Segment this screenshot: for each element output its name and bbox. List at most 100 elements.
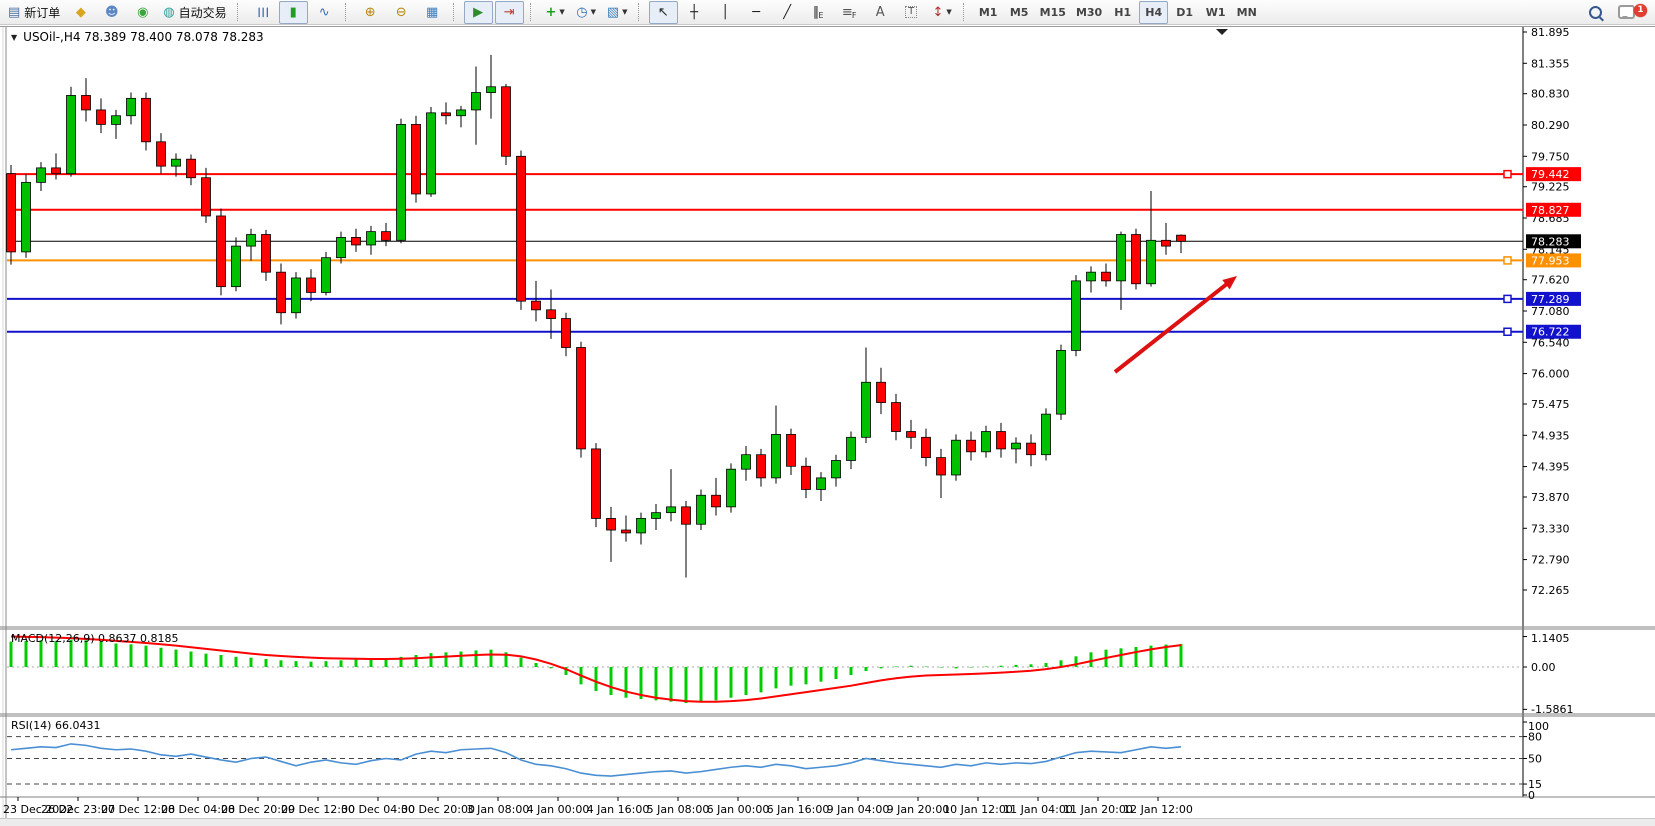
bar-chart-button[interactable]: ☰	[248, 1, 277, 24]
time-tick-label: 30 Dec 04:00	[341, 803, 415, 816]
price-tick-label: 77.620	[1531, 274, 1570, 287]
chart-shift-marker-icon[interactable]	[1216, 29, 1228, 35]
timeframe-d1-button[interactable]: D1	[1170, 1, 1199, 24]
time-tick-label: 28 Dec 04:00	[161, 803, 235, 816]
new-order-button[interactable]: ▤ 新订单	[4, 1, 64, 24]
dropdown-arrow-icon[interactable]: ▼	[622, 8, 628, 16]
line-chart-button[interactable]: ∿	[310, 1, 339, 24]
collapse-chart-icon[interactable]: ▼	[11, 32, 18, 42]
timeframe-h4-button[interactable]: H4	[1139, 0, 1169, 24]
text-label-button[interactable]: T	[897, 1, 926, 24]
channel-button[interactable]: ∥ E	[804, 1, 833, 24]
time-tick-label: 12 Jan 12:00	[1123, 803, 1193, 816]
auto-scroll-button[interactable]: ▶	[463, 0, 493, 24]
price-tick-label: 81.895	[1531, 26, 1570, 39]
macd-indicator-label: MACD(12,26,9) 0.8637 0.8185	[11, 632, 179, 645]
chart-canvas[interactable]: 81.89581.35580.83080.29079.75079.22578.6…	[0, 26, 1655, 826]
channel-sub-letter: E	[818, 11, 824, 20]
time-tick-label: 26 Dec 23:00	[41, 803, 115, 816]
rsi-scale-label: 50	[1528, 753, 1542, 766]
signals-icon: ◉	[137, 4, 149, 20]
signals-button[interactable]: ◉	[128, 1, 157, 24]
dropdown-arrow-icon[interactable]: ▼	[590, 8, 597, 16]
chart-title: ▼ USOil-,H4 78.389 78.400 78.078 78.283	[11, 30, 264, 44]
metaeditor-button[interactable]: ☻	[97, 1, 126, 24]
time-tick-label: 11 Jan 20:00	[1063, 803, 1133, 816]
periods-button[interactable]: ◷ ▼	[572, 1, 601, 24]
tile-windows-button[interactable]: ▦	[418, 1, 447, 24]
timeframe-m1-button[interactable]: M1	[974, 1, 1003, 24]
price-tag-label: 76.722	[1531, 326, 1570, 339]
price-tick-label: 72.790	[1531, 554, 1570, 567]
timeframe-m30-button[interactable]: M30	[1072, 1, 1106, 24]
price-tick-label: 74.395	[1531, 461, 1570, 474]
text-label-icon: T	[905, 6, 918, 18]
rsi-name: RSI(14)	[11, 719, 52, 732]
price-tick-label: 81.355	[1531, 57, 1570, 70]
trendline-icon: ╱	[783, 4, 792, 20]
macd-name: MACD(12,26,9)	[11, 632, 95, 645]
trend-arrow[interactable]	[1113, 276, 1237, 374]
horizontal-line-button[interactable]: ─	[742, 1, 771, 24]
fibonacci-button[interactable]: ≡ F	[835, 1, 864, 24]
chart-window: 81.895 81.355 80.830 80.290 79.750 79.225 78.6…	[0, 26, 1655, 826]
arrows-button[interactable]: ↕ ▼	[928, 1, 957, 24]
timeframe-mn-button[interactable]: MN	[1232, 1, 1261, 24]
time-tick-label: 10 Jan 12:00	[943, 803, 1013, 816]
timeframe-d1-button-label: D1	[1176, 5, 1194, 19]
timeframe-w1-button[interactable]: W1	[1201, 1, 1230, 24]
macd-values: 0.8637 0.8185	[98, 632, 179, 645]
charts-button[interactable]: ◆	[66, 1, 95, 24]
cursor-button[interactable]: ↖	[648, 0, 678, 24]
price-tag	[1526, 253, 1581, 268]
price-axis[interactable]: 81.89581.35580.83080.29079.75079.22578.6…	[1523, 26, 1570, 597]
arrows-icon: ↕	[932, 4, 944, 20]
timeframe-mn-button-label: MN	[1236, 5, 1257, 19]
trendline-button[interactable]: ╱	[773, 1, 802, 24]
templates-icon: ▧	[606, 4, 620, 20]
zoom-in-button[interactable]: ⊕	[356, 1, 385, 24]
candlestick-chart-button[interactable]: ▮	[278, 0, 308, 24]
search-button[interactable]	[1581, 1, 1610, 24]
notifications-button[interactable]: 1	[1612, 1, 1647, 24]
hline-handle[interactable]	[1503, 294, 1512, 304]
templates-button[interactable]: ▧ ▼	[603, 1, 632, 24]
dropdown-arrow-icon[interactable]: ▼	[946, 8, 952, 16]
toolbar-separator	[452, 3, 458, 21]
timeframe-m5-button[interactable]: M5	[1005, 1, 1034, 24]
dropdown-arrow-icon[interactable]: ▼	[559, 8, 565, 16]
autotrading-button[interactable]: ◍ 自动交易	[159, 1, 230, 24]
hline-handle[interactable]	[1503, 327, 1512, 336]
price-tick-label: 77.080	[1531, 305, 1570, 318]
time-tick-label: 9 Jan 04:00	[827, 803, 890, 816]
timeframe-m15-button[interactable]: M15	[1036, 1, 1070, 24]
price-tick-label: 76.540	[1531, 336, 1570, 349]
timeframe-h1-button[interactable]: H1	[1108, 1, 1137, 24]
crosshair-button[interactable]: ┼	[680, 1, 709, 24]
hline-handle[interactable]	[1503, 256, 1512, 265]
indicators-button[interactable]: + ▼	[541, 1, 570, 24]
macd-scale-label: -1.5861	[1531, 703, 1573, 716]
price-tick-label: 79.225	[1531, 181, 1570, 194]
timeframe-m1-button-label: M1	[978, 5, 998, 19]
toolbar-separator	[236, 3, 242, 21]
time-tick-label: 28 Dec 20:00	[221, 803, 295, 816]
price-tick-label: 73.870	[1531, 491, 1570, 504]
auto-scroll-icon: ▶	[473, 4, 484, 20]
vertical-line-button[interactable]: │	[711, 1, 740, 24]
zoom-out-button[interactable]: ⊖	[387, 1, 416, 24]
time-tick-label: 11 Jan 04:00	[1003, 803, 1073, 816]
text-button[interactable]: A	[866, 1, 895, 24]
chart-shift-button[interactable]: ⇥	[494, 0, 524, 24]
hline-handle[interactable]	[1503, 169, 1512, 179]
metaeditor-icon: ☻	[105, 4, 119, 20]
rsi-scale-label: 15	[1528, 778, 1542, 791]
horizontal-line-icon: ─	[752, 4, 761, 20]
macd-pane: 1.1405 0.00 -1.5861	[7, 632, 1573, 716]
horizontal-lines[interactable]: 79.442 78.827 78.283 77.953 77.289 76.722	[7, 167, 1581, 339]
indicators-icon: +	[545, 4, 557, 20]
macd-scale-label: 1.1405	[1531, 632, 1570, 645]
time-tick-label: 5 Jan 08:00	[647, 803, 710, 816]
periods-icon: ◷	[576, 4, 588, 20]
